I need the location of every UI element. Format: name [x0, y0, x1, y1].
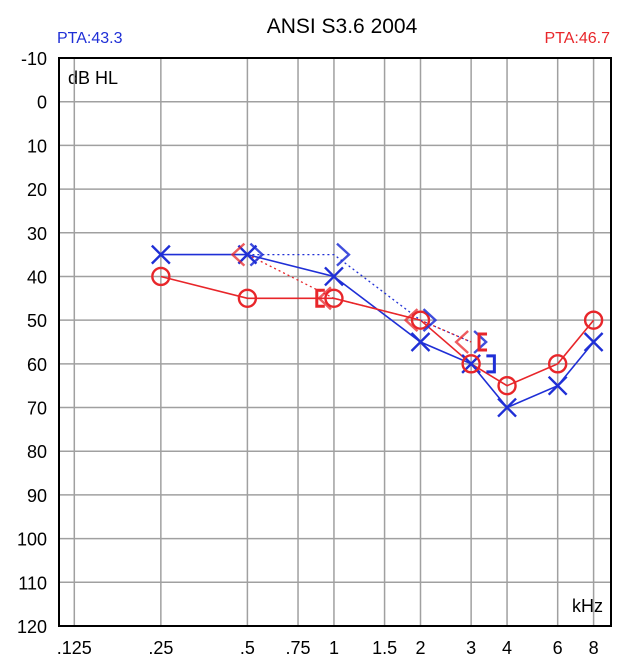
- marker-bone-right: [403, 308, 419, 333]
- marker-o: [151, 266, 171, 287]
- marker-o: [237, 288, 258, 309]
- chart-title: ANSI S3.6 2004: [267, 15, 418, 38]
- x-tick-label: .5: [240, 638, 255, 658]
- x-tick-label: .25: [148, 638, 173, 658]
- series-lines: [160, 253, 595, 409]
- y-tick-label: 20: [27, 180, 47, 200]
- x-tick-label: 2: [415, 638, 425, 658]
- marker-masked-bone-right: [477, 332, 488, 352]
- x-tick-label: .75: [286, 638, 311, 658]
- y-tick-label: 10: [27, 136, 47, 156]
- x-tick-label: 4: [502, 638, 512, 658]
- marker-o: [461, 354, 481, 374]
- y-tick-label: 110: [18, 573, 47, 593]
- marker-bone-left: [422, 308, 438, 333]
- marker-masked-bone-right: [315, 288, 325, 308]
- y-tick-label: 80: [27, 442, 47, 462]
- y-tick-label: 30: [27, 224, 47, 244]
- y-tick-label: 100: [17, 530, 47, 550]
- marker-o: [410, 310, 431, 330]
- x-tick-label: 8: [589, 638, 599, 658]
- y-tick-label: 50: [27, 311, 47, 331]
- plot-frame: [58, 57, 612, 627]
- x-tick-label: 1: [329, 638, 339, 658]
- marker-x: [237, 244, 258, 265]
- marker-x: [410, 332, 431, 352]
- marker-x: [547, 375, 568, 396]
- y-tick-label: 90: [27, 486, 47, 506]
- marker-masked-bone-left: [486, 354, 496, 374]
- marker-x: [497, 397, 517, 418]
- series-line: [160, 253, 595, 409]
- tick-labels: -10 0 10 20 30 40 50 60 70 80 90 100 110 120 .125 .25 .5…: [17, 49, 599, 658]
- marker-bone-left: [249, 242, 265, 267]
- grid: [59, 57, 611, 627]
- x-tick-label: .125: [57, 638, 92, 658]
- series-line: [160, 275, 595, 387]
- marker-o: [324, 288, 344, 309]
- pta-right-label: PTA:46.7: [544, 30, 610, 47]
- marker-bone-right: [230, 242, 246, 267]
- y-tick-label: 70: [27, 399, 47, 419]
- y-tick-label: -10: [21, 49, 47, 69]
- y-axis-unit: dB HL: [68, 68, 118, 88]
- series-line: [247, 254, 472, 343]
- y-tick-label: 60: [27, 355, 47, 375]
- y-tick-label: 120: [17, 617, 47, 637]
- data-markers: [151, 242, 604, 418]
- marker-x: [583, 332, 604, 352]
- x-tick-label: 1.5: [372, 638, 397, 658]
- x-tick-label: 6: [553, 638, 563, 658]
- y-tick-label: 0: [37, 93, 47, 113]
- marker-bone-right: [454, 330, 469, 354]
- marker-o: [547, 354, 568, 374]
- y-tick-label: 40: [27, 267, 47, 287]
- marker-x: [151, 244, 171, 265]
- x-axis-unit: kHz: [572, 596, 603, 616]
- marker-x: [324, 266, 344, 287]
- pta-left-label: PTA:43.3: [57, 30, 123, 47]
- marker-o: [497, 375, 517, 396]
- marker-bone-left: [336, 242, 351, 267]
- x-tick-label: 3: [466, 638, 476, 658]
- marker-bone-right: [317, 286, 332, 311]
- marker-o: [583, 310, 604, 330]
- series-line: [247, 253, 472, 343]
